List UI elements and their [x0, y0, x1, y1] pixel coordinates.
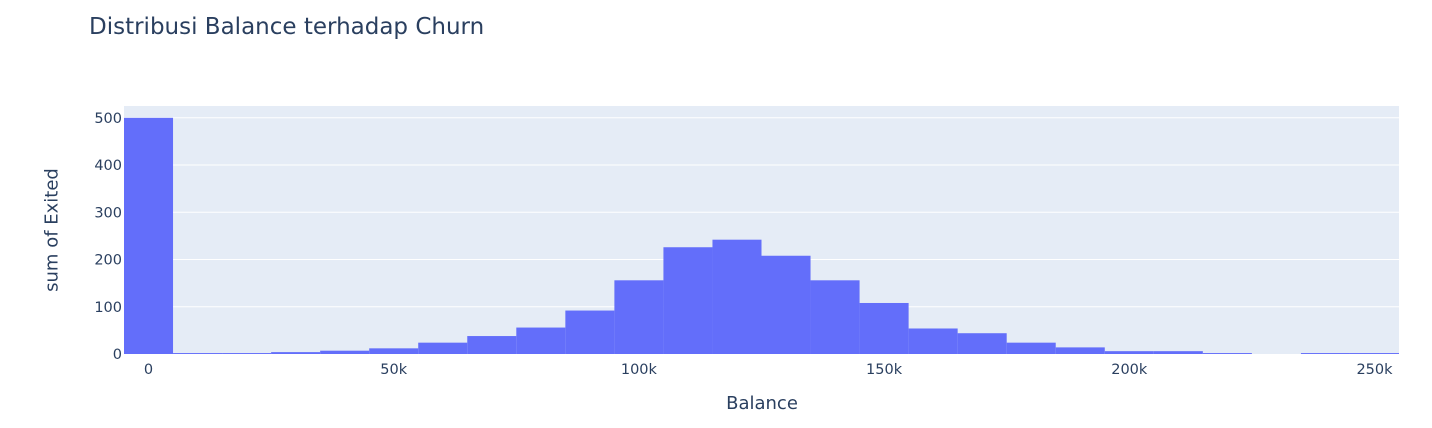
- histogram-bar: [1300, 353, 1350, 354]
- histogram-bar: [320, 350, 370, 354]
- histogram-bar: [712, 239, 762, 354]
- bars: [124, 117, 1399, 354]
- y-tick-label: 300: [94, 205, 122, 221]
- chart-title: Distribusi Balance terhadap Churn: [89, 14, 485, 40]
- histogram-bar: [565, 310, 615, 354]
- histogram-bar: [271, 352, 321, 354]
- histogram-bar: [908, 328, 958, 354]
- histogram-bar: [1202, 353, 1252, 354]
- histogram-bar: [957, 333, 1007, 354]
- y-tick-label: 500: [94, 111, 122, 127]
- y-tick-label: 200: [94, 253, 122, 269]
- y-axis-label: sum of Exited: [41, 168, 63, 292]
- x-tick-label: 0: [144, 362, 153, 378]
- x-tick-label: 50k: [380, 362, 407, 378]
- histogram-bar: [1153, 351, 1203, 354]
- histogram-bar: [222, 353, 272, 354]
- histogram-bar: [1006, 342, 1056, 354]
- histogram-bar: [173, 353, 223, 354]
- histogram-bar: [124, 117, 174, 354]
- x-axis-label: Balance: [726, 393, 798, 414]
- x-tick-label: 250k: [1356, 362, 1393, 378]
- x-tick-label: 150k: [866, 362, 903, 378]
- histogram-bar: [761, 255, 811, 354]
- histogram-bar: [516, 327, 566, 354]
- x-tick-label: 100k: [621, 362, 658, 378]
- histogram-bar: [467, 336, 517, 354]
- histogram-bar: [859, 302, 909, 354]
- y-axis-ticks: 0 100 200 300 400 500: [94, 111, 122, 363]
- histogram-bar: [810, 280, 860, 354]
- histogram-bar: [418, 342, 468, 354]
- histogram-bar: [663, 247, 713, 354]
- y-tick-label: 100: [94, 300, 122, 316]
- y-tick-label: 0: [113, 347, 122, 363]
- x-tick-label: 200k: [1111, 362, 1148, 378]
- x-axis-ticks: 0 50k 100k 150k 200k 250k: [144, 362, 1393, 378]
- y-tick-label: 400: [94, 158, 122, 174]
- histogram-bar: [1349, 353, 1399, 354]
- histogram-bar: [1104, 351, 1154, 354]
- histogram-bar: [614, 280, 664, 354]
- histogram-bar: [369, 348, 419, 354]
- histogram-bar: [1055, 347, 1105, 354]
